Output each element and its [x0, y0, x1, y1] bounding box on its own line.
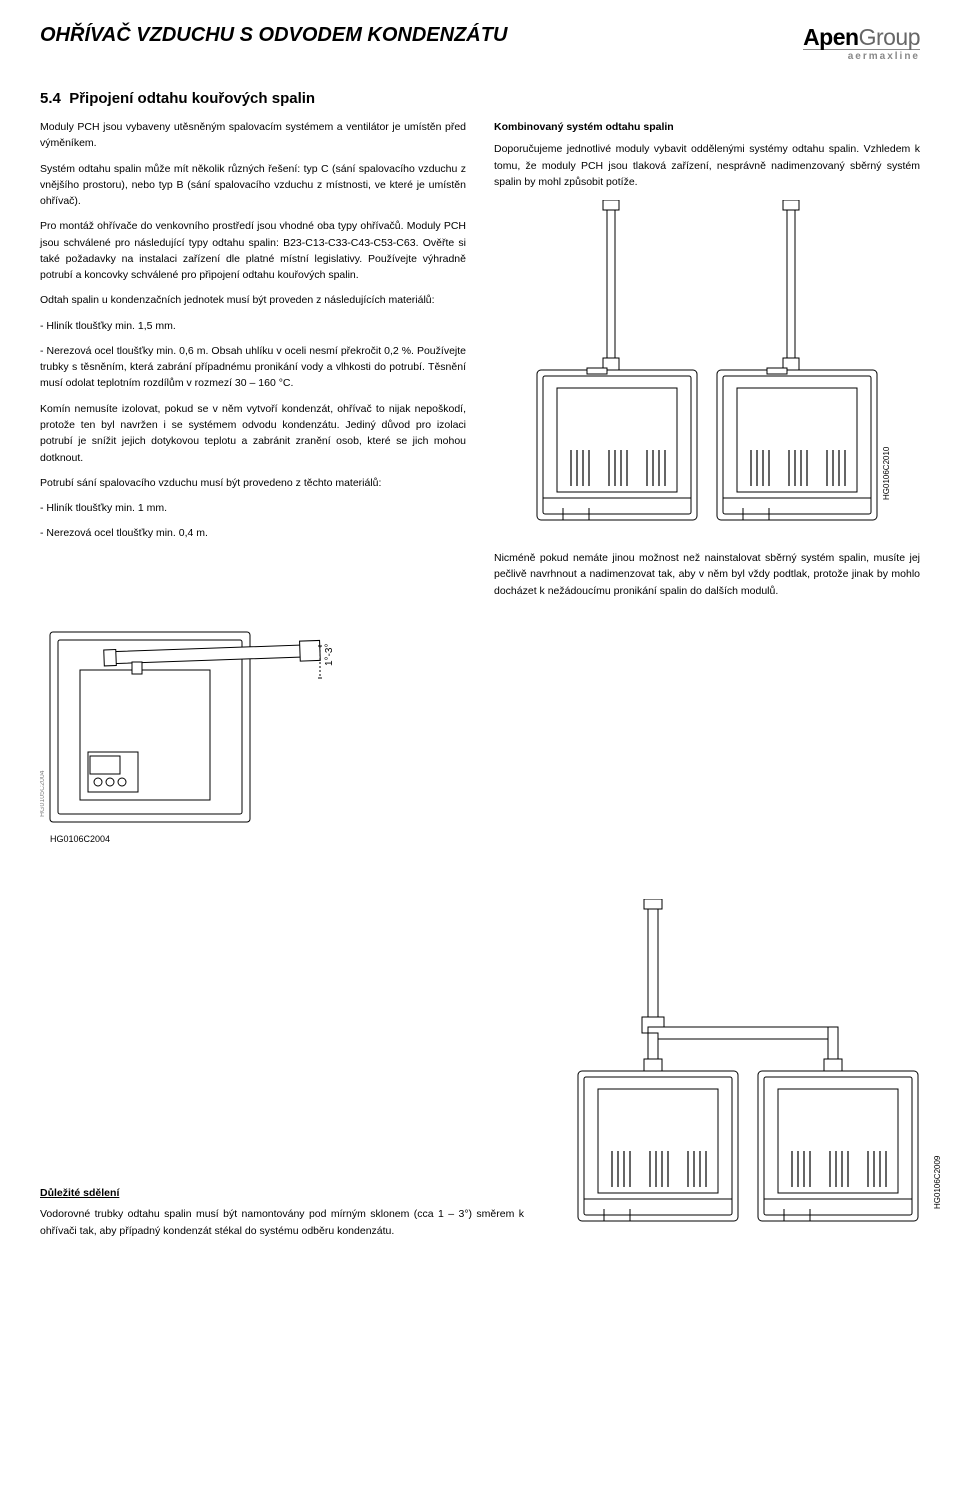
important-title: Důležité sdělení — [40, 1185, 524, 1201]
important-body: Vodorovné trubky odtahu spalin musí být … — [40, 1206, 524, 1239]
diagram-code: HG0106C2009 — [933, 1155, 942, 1209]
important-block: Důležité sdělení Vodorovné trubky odtahu… — [40, 891, 920, 1239]
angle-label: 1°-3° — [324, 643, 335, 665]
right-column: Kombinovaný systém odtahu spalin Doporuč… — [494, 119, 920, 608]
doc-title: OHŘÍVAČ VZDUCHU S ODVODEM KONDENZÁTU — [40, 24, 507, 47]
body-text: Systém odtahu spalin může mít několik rů… — [40, 161, 466, 210]
section-number: 5.4 — [40, 90, 61, 107]
body-text: Potrubí sání spalovacího vzduchu musí bý… — [40, 475, 466, 491]
important-text: Důležité sdělení Vodorovné trubky odtahu… — [40, 1185, 524, 1239]
page-header: OHŘÍVAČ VZDUCHU S ODVODEM KONDENZÁTU Ape… — [40, 24, 920, 62]
diagram-side-code: HG0105C2004 — [40, 770, 46, 817]
body-text: Nicméně pokud nemáte jinou možnost než n… — [494, 550, 920, 599]
body-text: Moduly PCH jsou vybaveny utěsněným spalo… — [40, 119, 466, 152]
two-column-layout: Moduly PCH jsou vybaveny utěsněným spalo… — [40, 119, 920, 608]
logo-text: ApenGroup — [803, 24, 920, 51]
section-title: Připojení odtahu kouřových spalin — [69, 90, 315, 107]
body-text: Doporučujeme jednotlivé moduly vybavit o… — [494, 141, 920, 190]
body-text: Komín nemusíte izolovat, pokud se v něm … — [40, 401, 466, 466]
diagram-combined-flue: HG0106C2009 — [548, 899, 948, 1239]
body-text: Odtah spalin u kondenzačních jednotek mu… — [40, 292, 466, 308]
diagram-side-slope: 1°-3° HG0105C2004 HG0106C2004 — [40, 622, 920, 867]
list-item: - Hliník tloušťky min. 1,5 mm. — [40, 318, 466, 334]
diagram-code: HG0106C2010 — [882, 446, 891, 500]
left-column: Moduly PCH jsou vybaveny utěsněným spalo… — [40, 119, 466, 608]
list-item: - Nerezová ocel tloušťky min. 0,4 m. — [40, 525, 466, 541]
body-text: Pro montáž ohřívače do venkovního prostř… — [40, 218, 466, 283]
section-heading: 5.4 Připojení odtahu kouřových spalin — [40, 90, 920, 107]
list-item: - Nerezová ocel tloušťky min. 0,6 m. Obs… — [40, 343, 466, 392]
list-item: - Hliník tloušťky min. 1 mm. — [40, 500, 466, 516]
brand-logo: ApenGroup aermaxline — [803, 24, 920, 62]
diagram-code: HG0106C2004 — [50, 834, 110, 844]
diagram-separate-flues: HG0106C2010 — [494, 200, 920, 540]
subheading: Kombinovaný systém odtahu spalin — [494, 119, 920, 135]
